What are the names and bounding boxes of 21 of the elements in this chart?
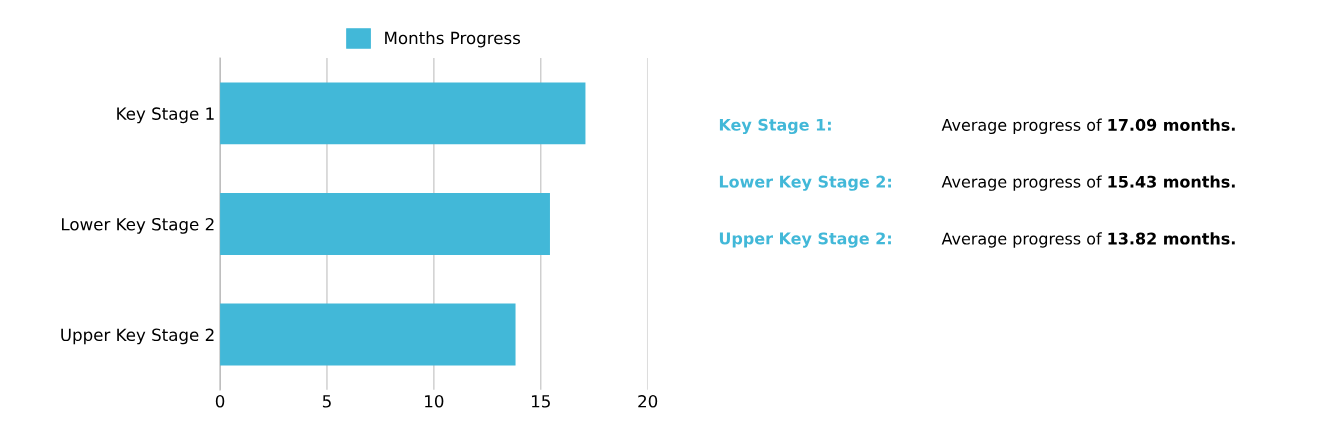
text: Upper Key Stage 2:	[719, 232, 891, 248]
bar	[220, 193, 550, 255]
legend-label: Months Progress	[385, 31, 521, 48]
text: Key Stage 1:	[719, 118, 831, 135]
text: Average progress of	[941, 232, 1102, 248]
text: 17.09 months.	[1108, 118, 1235, 131]
y-tick-label: Lower Key Stage 2	[62, 217, 214, 234]
bar	[220, 82, 586, 145]
x-tick-label: 5	[322, 395, 331, 408]
x-tick-label: 15	[531, 395, 550, 408]
text: 13.82 months.	[1108, 232, 1235, 245]
text: Average progress of	[941, 175, 1102, 191]
text: 15.43 months.	[1108, 175, 1235, 188]
bar	[220, 303, 516, 366]
x-tick-label: 10	[425, 395, 444, 408]
y-tick-label: Key Stage 1	[117, 107, 214, 124]
y-tick-label: Upper Key Stage 2	[61, 328, 214, 345]
text: Average progress of	[941, 118, 1102, 135]
text: Lower Key Stage 2:	[719, 175, 891, 191]
x-tick-label: 0	[215, 395, 225, 408]
x-tick-label: 20	[638, 395, 658, 408]
